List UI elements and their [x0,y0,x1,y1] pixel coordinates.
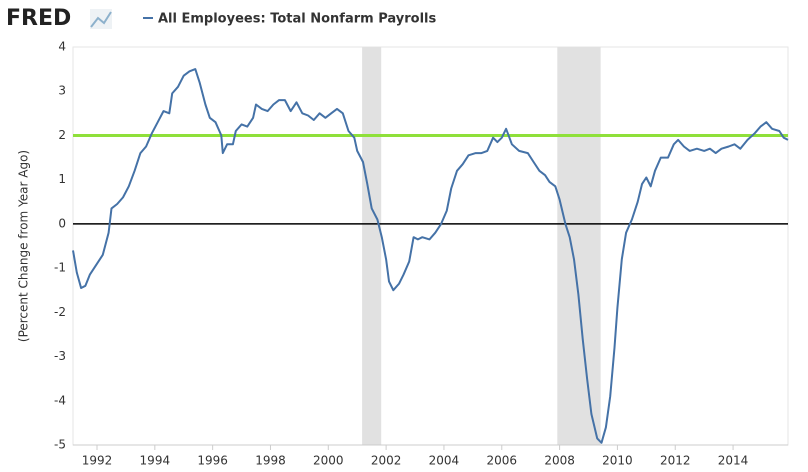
y-tick-label: 0 [58,216,66,230]
x-tick-label: 2004 [429,454,460,468]
y-tick-label: 4 [58,40,66,54]
x-tick-label: 2010 [602,454,633,468]
y-tick-label: -4 [54,393,66,407]
x-tick-label: 2002 [371,454,402,468]
y-tick-label: 3 [58,84,66,98]
series-line [72,68,789,444]
y-tick-label: -2 [54,305,66,319]
x-tick-label: 1992 [82,454,113,468]
y-tick-label: -3 [54,349,66,363]
recession-shade [557,47,601,445]
y-tick-label: -5 [54,438,66,452]
x-tick-label: 1998 [255,454,286,468]
x-tick-label: 1996 [197,454,228,468]
logo-icon [90,9,112,29]
x-tick-label: 1994 [140,454,171,468]
plot-frame [72,46,789,446]
y-tick-label: -1 [54,261,66,275]
x-tick-label: 2000 [313,454,344,468]
x-tick-label: 2014 [718,454,749,468]
y-tick-label: 1 [58,172,66,186]
x-tick-label: 2008 [544,454,575,468]
legend-label: All Employees: Total Nonfarm Payrolls [158,12,436,27]
brand-logo: FRED [6,6,71,31]
x-tick-label: 2006 [486,454,517,468]
x-tick-label: 2012 [660,454,691,468]
recession-shade [362,47,382,445]
y-tick-label: 2 [58,128,66,142]
y-axis-label: (Percent Change from Year Ago) [17,150,31,342]
